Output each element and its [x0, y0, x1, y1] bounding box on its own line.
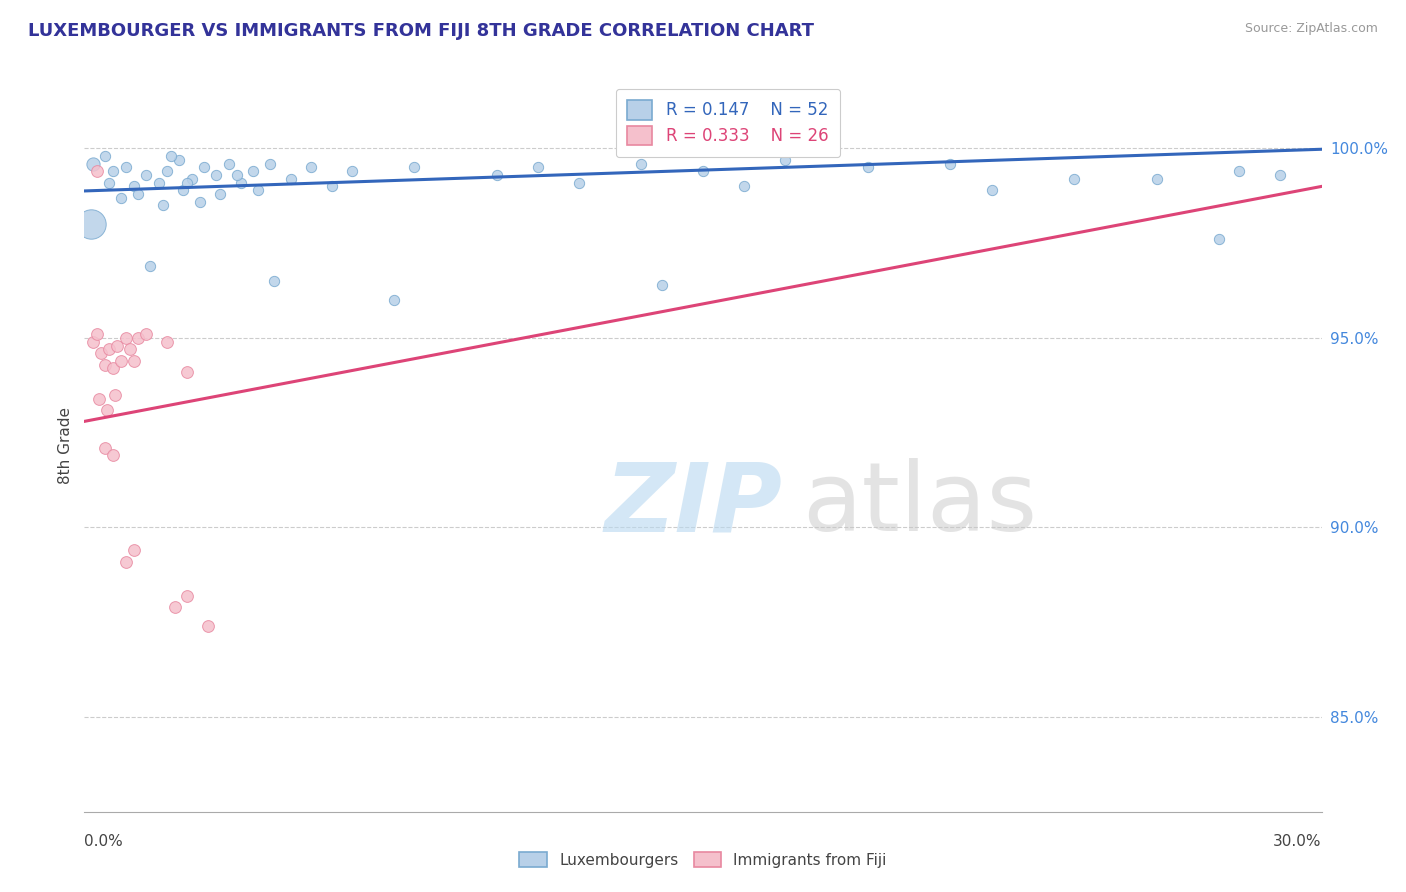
- Point: [229, 176, 252, 190]
- Point: [156, 334, 179, 349]
- Point: [135, 168, 157, 182]
- Point: [209, 186, 232, 201]
- Point: [342, 164, 364, 178]
- Text: Source: ZipAtlas.com: Source: ZipAtlas.com: [1244, 22, 1378, 36]
- Point: [96, 403, 118, 417]
- Point: [103, 449, 125, 463]
- Point: [87, 392, 110, 406]
- Point: [94, 149, 117, 163]
- Point: [404, 161, 426, 175]
- Point: [167, 153, 190, 167]
- Text: 0.0%: 0.0%: [84, 834, 124, 848]
- Point: [86, 164, 108, 178]
- Legend: Luxembourgers, Immigrants from Fiji: Luxembourgers, Immigrants from Fiji: [512, 844, 894, 875]
- Point: [79, 217, 101, 231]
- Point: [82, 334, 104, 349]
- Point: [114, 331, 136, 345]
- Text: LUXEMBOURGER VS IMMIGRANTS FROM FIJI 8TH GRADE CORRELATION CHART: LUXEMBOURGER VS IMMIGRANTS FROM FIJI 8TH…: [28, 22, 814, 40]
- Point: [299, 161, 322, 175]
- Point: [263, 274, 285, 288]
- Point: [114, 555, 136, 569]
- Point: [152, 198, 174, 212]
- Point: [180, 171, 202, 186]
- Point: [98, 176, 121, 190]
- Point: [1227, 164, 1250, 178]
- Point: [110, 191, 132, 205]
- Point: [242, 164, 264, 178]
- Point: [122, 543, 145, 558]
- Point: [226, 168, 249, 182]
- Point: [135, 327, 157, 342]
- Point: [122, 179, 145, 194]
- Point: [139, 259, 162, 273]
- Point: [82, 156, 104, 170]
- Y-axis label: 8th Grade: 8th Grade: [58, 408, 73, 484]
- Point: [94, 441, 117, 455]
- Point: [1063, 171, 1085, 186]
- Point: [321, 179, 343, 194]
- Point: [692, 164, 714, 178]
- Point: [205, 168, 228, 182]
- Point: [103, 164, 125, 178]
- Point: [127, 331, 149, 345]
- Point: [775, 153, 797, 167]
- Point: [651, 277, 673, 292]
- Point: [382, 293, 405, 307]
- Point: [1270, 168, 1292, 182]
- Point: [176, 589, 198, 603]
- Point: [114, 161, 136, 175]
- Point: [939, 156, 962, 170]
- Point: [94, 358, 117, 372]
- Text: 30.0%: 30.0%: [1274, 834, 1322, 848]
- Point: [218, 156, 240, 170]
- Point: [103, 361, 125, 376]
- Point: [568, 176, 591, 190]
- Point: [176, 365, 198, 379]
- Text: ZIP: ZIP: [605, 458, 782, 551]
- Point: [246, 183, 269, 197]
- Point: [188, 194, 211, 209]
- Point: [280, 171, 302, 186]
- Point: [127, 186, 149, 201]
- Point: [485, 168, 508, 182]
- Point: [193, 161, 215, 175]
- Point: [630, 156, 652, 170]
- Point: [165, 600, 187, 615]
- Text: atlas: atlas: [801, 458, 1038, 551]
- Point: [104, 388, 127, 402]
- Point: [148, 176, 170, 190]
- Point: [110, 353, 132, 368]
- Point: [1146, 171, 1168, 186]
- Point: [733, 179, 755, 194]
- Point: [86, 327, 108, 342]
- Point: [90, 346, 112, 360]
- Point: [105, 338, 128, 352]
- Point: [980, 183, 1002, 197]
- Point: [172, 183, 194, 197]
- Point: [259, 156, 281, 170]
- Point: [1208, 232, 1230, 246]
- Point: [527, 161, 550, 175]
- Point: [160, 149, 183, 163]
- Point: [98, 343, 121, 357]
- Point: [176, 176, 198, 190]
- Point: [856, 161, 879, 175]
- Legend: R = 0.147    N = 52, R = 0.333    N = 26: R = 0.147 N = 52, R = 0.333 N = 26: [616, 88, 839, 157]
- Point: [156, 164, 179, 178]
- Point: [118, 343, 141, 357]
- Point: [122, 353, 145, 368]
- Point: [197, 619, 219, 633]
